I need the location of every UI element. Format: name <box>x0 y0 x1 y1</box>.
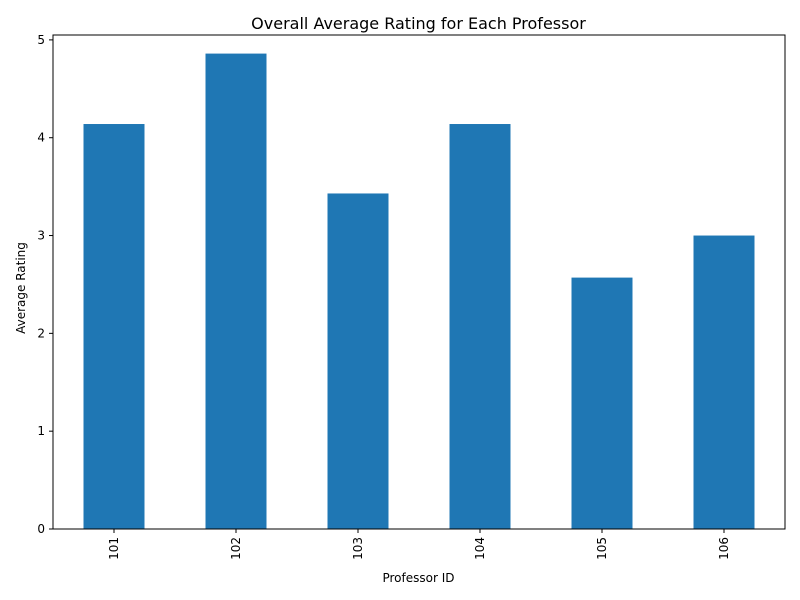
x-tick-label: 105 <box>595 537 609 560</box>
bar-105 <box>571 277 633 529</box>
x-tick-label: 102 <box>229 537 243 560</box>
y-tick-label: 4 <box>37 131 45 145</box>
y-tick-label: 2 <box>37 326 45 340</box>
bar-103 <box>327 193 389 529</box>
x-tick-label: 106 <box>717 537 731 560</box>
axes-frame <box>52 34 786 530</box>
bars-group <box>83 53 755 529</box>
chart-title: Overall Average Rating for Each Professo… <box>251 14 586 33</box>
x-axis-label: Professor ID <box>382 571 454 585</box>
x-tick-label: 104 <box>473 537 487 560</box>
y-tick-label: 5 <box>37 33 45 47</box>
x-axis-ticks: 101 102 103 104 105 106 <box>107 529 731 560</box>
x-tick-label: 101 <box>107 537 121 560</box>
y-tick-label: 1 <box>37 424 45 438</box>
x-tick-label: 103 <box>351 537 365 560</box>
bar-106 <box>693 235 755 529</box>
y-axis-ticks: 0 1 2 3 4 5 <box>37 33 53 536</box>
bar-104 <box>449 124 511 529</box>
plot-frame <box>52 34 786 530</box>
bar-102 <box>205 53 267 529</box>
bar-101 <box>83 124 145 529</box>
y-axis-label: Average Rating <box>14 242 28 334</box>
y-tick-label: 0 <box>37 522 45 536</box>
y-tick-label: 3 <box>37 229 45 243</box>
